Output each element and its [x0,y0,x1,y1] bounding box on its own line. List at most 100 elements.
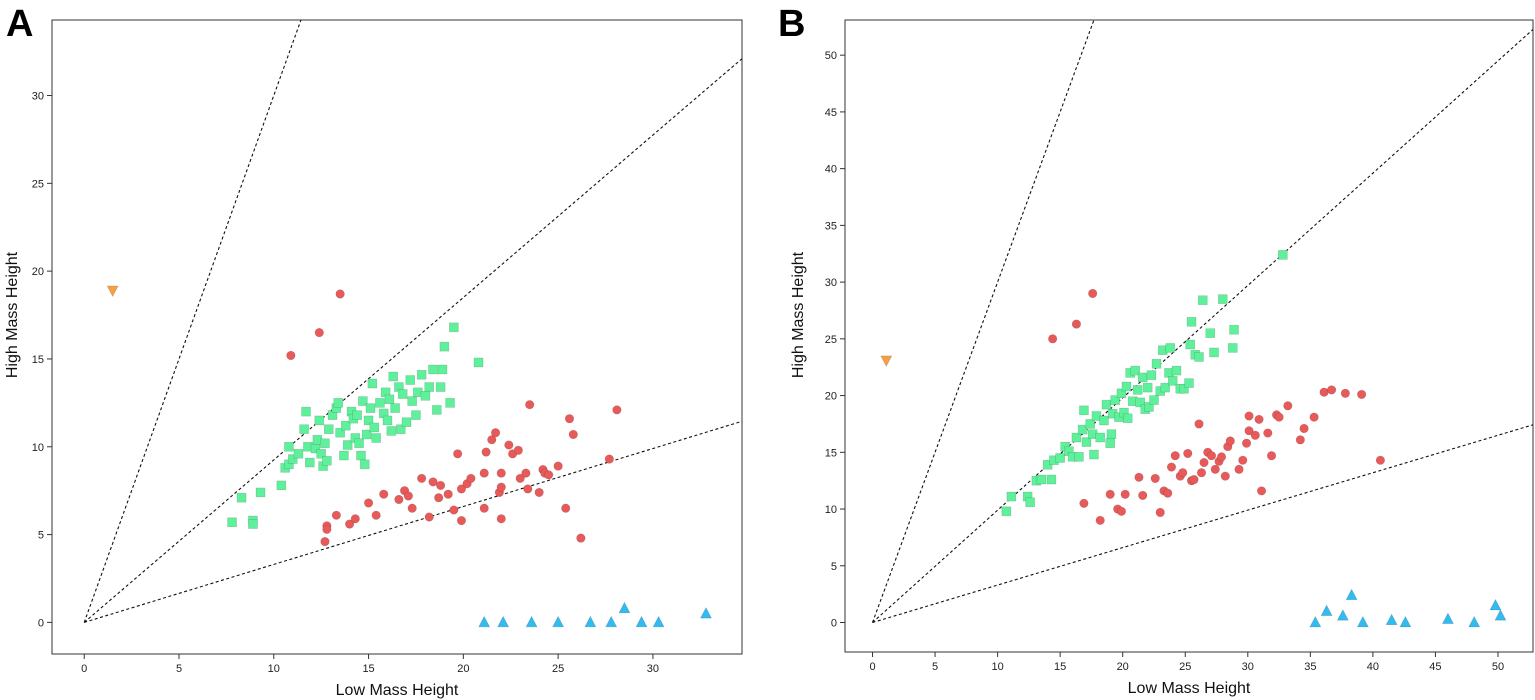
panel-a-x-tick-label: 30 [647,663,659,675]
panel-b-red-circle-point [1120,489,1130,499]
panel-b-green-square-point [1137,372,1148,383]
panel-a-blue-triangle-point [584,615,597,628]
panel-a-y-tick-label: 0 [38,617,44,629]
panel-a-green-square-point [397,389,408,399]
panel-b-y-axis-title: High Mass Height [790,251,807,378]
panel-b-red-circle-point [1138,490,1148,501]
panel-b-x-tick-label: 15 [1054,661,1066,673]
panel-a-y-tick-label: 30 [32,91,44,103]
panel-b-green-square-point [1006,491,1017,502]
panel-a-red-circle-point [534,487,544,498]
panel-a-red-circle-point [453,449,463,459]
panel-b-green-square-point [1121,381,1132,392]
panel-b-blue-triangle-point [1489,598,1502,611]
panel-a-green-square-point [382,415,393,426]
panel-b-y-tick-label: 30 [825,277,837,289]
panel-a-green-square-point [371,433,381,443]
panel-b-green-square-point [1025,497,1035,508]
panel-a-green-square-point [358,396,368,406]
panel-b-green-square-point [1151,358,1162,369]
panel-a-green-square-point [363,415,374,426]
panel-a-label: A [6,3,33,45]
panel-a-y-axis-title: High Mass Height [4,251,21,378]
panel-b-green-square-point [1142,382,1153,393]
panel-b-y-tick-label: 50 [825,50,837,62]
panel-a-green-square-point [473,357,484,368]
panel-b-red-circle-point [1225,436,1235,446]
panel-b-red-circle-point [1216,452,1227,462]
panel-b-green-square-point [1116,388,1127,399]
panel-b-blue-triangle-point [1468,615,1481,628]
panel-b-green-square-point [1149,395,1159,405]
panel-a-series-blue-triangles [478,601,712,628]
panel-b-x-tick-label: 5 [932,661,938,673]
panel-a-red-circle-point [417,473,427,483]
panel-a-green-square-point [424,382,435,392]
panel-b-red-circle-point [1327,385,1337,395]
panel-a-green-square-point [437,364,448,375]
panel-a-red-circle-point [576,533,586,543]
panel-a-blue-triangle-point [652,615,665,628]
panel-a-blue-triangle-point [605,615,618,628]
panel-a-x-tick-label: 20 [457,663,469,675]
panel-b-axis-ticks: 0 5 10 15 20 25 30 35 40 45 50 0 5 10 15 20 25 30 35 40 45 50 [825,50,1504,673]
panel-a-green-square-point [407,396,417,406]
panel-a-green-square-point [435,382,446,392]
panel-a-blue-triangle-point [552,615,565,628]
panel-b-red-circle-point [1183,448,1193,459]
panel-b-blue-triangle-point [1494,609,1507,621]
panel-b-green-square-point [1079,405,1089,416]
panel-a-red-circle-point [456,484,467,494]
panel-b-red-circle-point [1079,498,1089,508]
panel-a-green-square-point [333,398,344,408]
panel-b-blue-triangle-point [1399,615,1412,628]
panel-a-red-circle-point [568,429,578,440]
panel-a-reference-line-steep [83,19,302,623]
panel-b-green-square-point [1036,474,1047,485]
panel-a-green-square-point [248,519,258,529]
panel-a-green-square-point [276,480,287,491]
panel-a-blue-triangle-point [618,601,631,614]
panel-a-reference-line-shallow [84,420,743,623]
panel-b-red-circle-point [1340,388,1350,398]
panel-b-green-square-point [1179,383,1189,394]
panel-a-green-square-point [361,429,372,440]
panel-a-green-square-point [314,415,325,426]
panel-a-red-circle-point [515,473,525,483]
panel-a-red-circle-point [443,489,453,499]
panel-b-y-tick-label: 10 [825,504,837,516]
panel-a-green-square-point [416,369,427,380]
panel-a-green-square-point [293,448,304,459]
panel-a-y-tick-label: 20 [32,266,44,278]
panel-a-x-tick-label: 0 [81,663,87,675]
panel-b-green-square-point [1095,432,1105,443]
panel-b-red-circle-point [1048,334,1058,344]
panel-b-red-circle-point [1375,455,1385,465]
panel-a-red-circle-point [456,515,467,526]
panel-b-green-square-point [1184,378,1194,388]
panel-a-red-circle-point [466,473,476,483]
panel-b-reference-lines [872,19,1534,624]
panel-a-reference-line-middle [83,58,743,623]
panel-b-green-square-point [1089,449,1099,460]
panel-b-red-circle-point [1170,451,1180,461]
panel-b-x-tick-label: 20 [1117,661,1129,673]
panel-b-red-circle-point [1088,288,1098,299]
panel-b-red-circle-point [1105,489,1115,499]
panel-b-green-square-point [1099,415,1109,426]
panel-a-red-circle-point [394,494,404,505]
panel-a-red-circle-point [523,484,533,494]
panel-a-series-orange-triangles [106,285,119,298]
panel-a-red-circle-point [320,537,330,547]
panel-a-green-square-point [395,424,406,435]
panel-b-series-blue-triangles [1309,588,1507,628]
panel-a-red-circle-point [403,491,413,501]
panel-a-red-circle-point [371,510,381,520]
panel-b-blue-triangle-point [1356,615,1369,628]
panel-b-red-circle-point [1234,464,1244,474]
panel-b-x-tick-label: 35 [1304,661,1316,673]
panel-a-red-circle-point [544,470,554,480]
panel-b-red-circle-point [1150,473,1160,483]
panel-b-red-circle-point [1266,451,1277,461]
panel-b-green-square-point [1046,474,1057,485]
